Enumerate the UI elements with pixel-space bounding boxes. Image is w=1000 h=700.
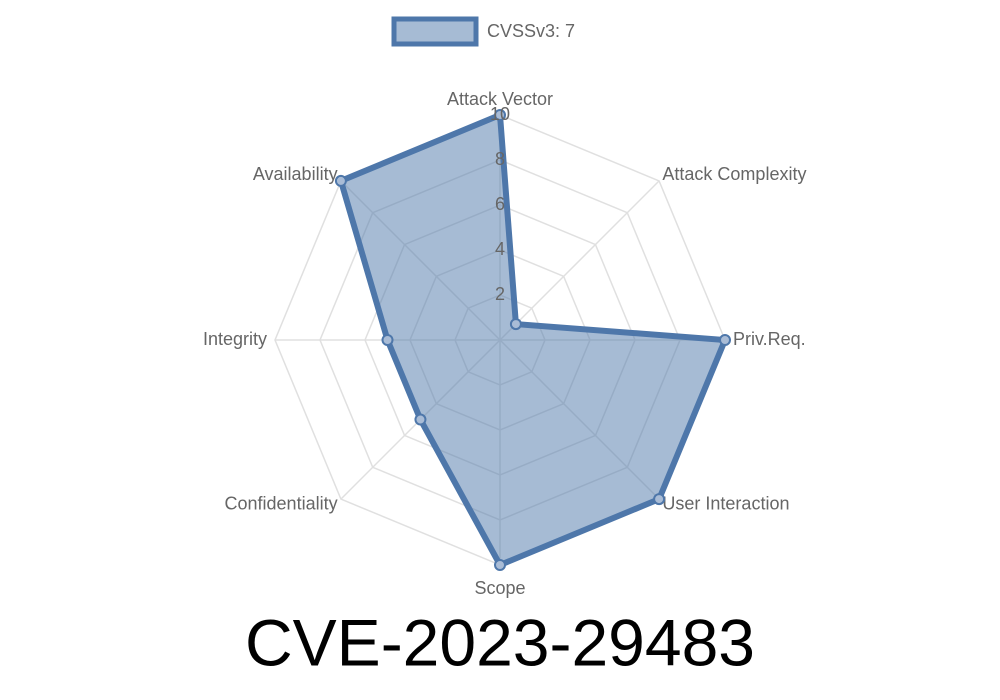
r-tick-label: 2 bbox=[495, 284, 505, 304]
data-point bbox=[334, 174, 347, 187]
axis-label: Attack Complexity bbox=[662, 164, 806, 184]
axis-label: Attack Vector bbox=[447, 89, 553, 109]
chart-title: CVE-2023-29483 bbox=[245, 605, 755, 679]
legend-swatch bbox=[391, 16, 479, 47]
axis-label: Integrity bbox=[203, 329, 267, 349]
axis-label: Priv.Req. bbox=[733, 329, 806, 349]
data-point bbox=[494, 559, 506, 571]
axis-label: User Interaction bbox=[662, 494, 789, 514]
data-point bbox=[509, 318, 522, 331]
r-tick-label: 10 bbox=[490, 104, 510, 124]
r-tick-label: 6 bbox=[495, 194, 505, 214]
data-point bbox=[653, 493, 666, 506]
axis-label: Scope bbox=[474, 578, 525, 598]
data-point bbox=[414, 413, 427, 426]
data-point bbox=[381, 334, 394, 346]
data-point bbox=[494, 109, 506, 121]
grid-spoke bbox=[499, 180, 660, 341]
r-tick-label: 4 bbox=[495, 239, 505, 259]
axis-label: Availability bbox=[253, 164, 338, 184]
r-tick-label: 8 bbox=[495, 149, 505, 169]
legend-label: CVSSv3: 7 bbox=[487, 21, 575, 41]
axis-label: Confidentiality bbox=[225, 494, 338, 514]
data-point bbox=[719, 334, 731, 346]
